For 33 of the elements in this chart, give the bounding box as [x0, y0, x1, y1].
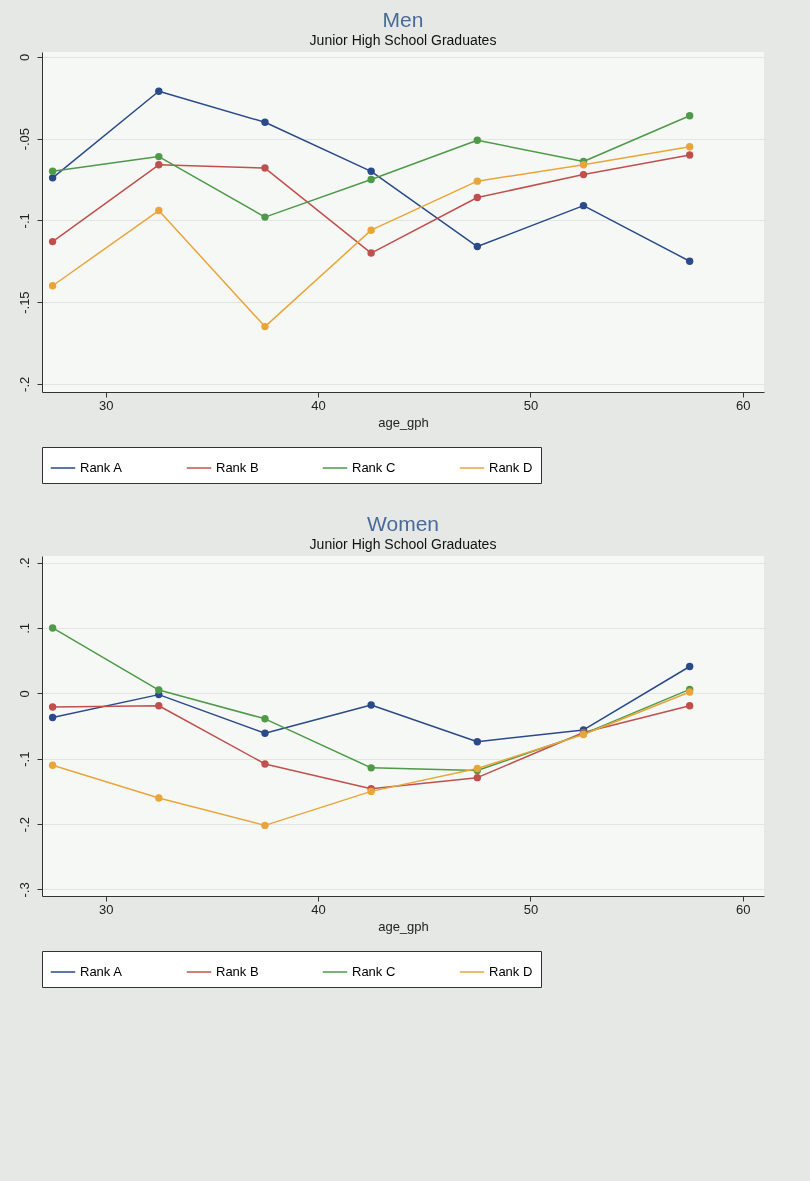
y-tick-label: -.05 — [16, 127, 32, 151]
chart-title: Women — [367, 512, 439, 535]
y-tick-label: -.2 — [16, 376, 32, 392]
y-tick-label: 0 — [16, 53, 32, 62]
x-tick-label: 50 — [523, 397, 539, 413]
legend-label: Rank C — [352, 460, 396, 475]
x-axis-title: age_gph — [378, 414, 429, 430]
x-tick-label: 40 — [311, 901, 326, 917]
y-tick-label: .2 — [16, 557, 32, 569]
legend-label: Rank B — [216, 460, 259, 475]
legend-label: Rank A — [80, 460, 123, 475]
y-tick-label: -.2 — [16, 816, 32, 833]
y-tick-label: -.3 — [16, 882, 32, 898]
x-tick-label: 50 — [523, 901, 539, 917]
legend-label: Rank B — [216, 964, 259, 979]
x-tick-label: 30 — [98, 397, 114, 413]
y-tick-label: -.15 — [16, 291, 32, 314]
y-tick-label: .1 — [16, 623, 32, 634]
chart-title: Men — [382, 8, 424, 31]
x-tick-label: 60 — [736, 397, 751, 413]
legend-label: Rank A — [80, 964, 123, 979]
x-tick-label: 30 — [98, 901, 114, 917]
y-tick-label: 0 — [16, 690, 32, 698]
x-axis-title: age_gph — [378, 918, 429, 934]
chart-subtitle: Junior High School Graduates — [309, 32, 497, 48]
y-tick-label: -.1 — [16, 213, 32, 229]
x-tick-label: 40 — [311, 397, 326, 413]
chart-subtitle: Junior High School Graduates — [309, 536, 497, 552]
legend-label: Rank C — [352, 964, 396, 979]
legend-label: Rank D — [489, 964, 533, 979]
y-tick-label: -.1 — [16, 751, 32, 767]
x-tick-label: 60 — [736, 901, 751, 917]
legend-label: Rank D — [489, 460, 533, 475]
